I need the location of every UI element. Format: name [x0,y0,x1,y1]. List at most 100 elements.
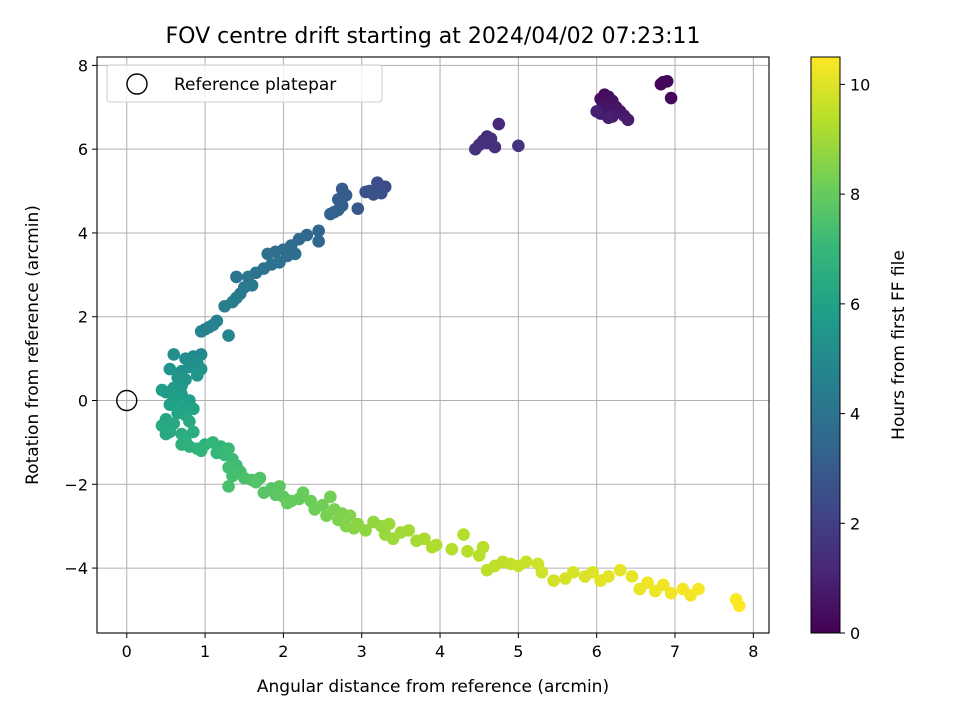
y-tick-label: −4 [64,559,88,578]
x-tick-label: 2 [278,642,288,661]
data-point [312,235,325,248]
data-point [183,415,196,428]
y-tick-label: 4 [78,224,88,243]
data-point [159,427,173,441]
legend-marker-circle-icon [126,73,148,95]
x-tick-label: 7 [670,642,680,661]
data-point [692,582,705,596]
data-point [613,563,627,577]
data-point [654,77,668,91]
data-point [222,480,235,493]
y-tick-label: 0 [78,392,88,411]
data-point [190,369,204,382]
data-point [519,555,533,569]
colorbar-tick-label: 6 [850,295,860,314]
data-point [535,565,549,579]
colorbar-ticks: 0 2 4 6 8 10 [840,75,870,643]
data-point [312,224,325,238]
data-point [222,329,235,342]
x-tick-label: 1 [200,642,210,661]
data-point [296,486,310,499]
data-point [382,517,396,531]
colorbar-tick-label: 8 [850,185,860,204]
data-point [155,383,169,397]
y-tick-label: 8 [78,56,88,75]
data-point [163,362,177,376]
data-point [187,425,200,439]
y-axis-ticks: −4 −2 0 2 4 6 8 [64,56,97,578]
legend-box [106,64,383,103]
data-point [590,105,603,118]
data-point [641,576,654,590]
scatter-points [155,74,746,613]
x-tick-label: 3 [357,642,367,661]
colorbar: 0 2 4 6 8 10 Hours from first FF file [810,56,909,643]
data-point [476,540,490,554]
grid-lines [97,57,769,633]
legend: Reference platepar [106,64,383,103]
data-point [316,498,329,512]
data-point [445,542,459,556]
data-point [602,570,615,583]
data-point [468,142,482,156]
colorbar-rect [810,56,841,634]
colorbar-tick-label: 0 [850,624,860,643]
data-point [625,570,639,583]
plot-frame [96,56,770,634]
data-point [480,136,494,150]
x-axis-ticks: 0 1 2 3 4 5 6 7 8 [122,633,758,661]
y-tick-label: −2 [64,475,88,494]
data-point [621,113,635,127]
x-tick-label: 0 [122,642,132,661]
colorbar-label: Hours from first FF file [889,250,909,440]
chart-title: FOV centre drift starting at 2024/04/02 … [166,24,701,49]
data-point [586,565,600,579]
data-point [230,270,243,284]
y-axis-label: Rotation from reference (arcmin) [23,205,43,485]
data-point [257,486,271,499]
data-point [457,528,470,541]
data-point [167,348,181,361]
data-point [656,578,670,592]
data-point [281,496,294,510]
data-point [359,524,372,537]
data-point [273,480,286,493]
data-point [547,574,560,587]
data-point [343,509,357,523]
data-point [222,442,235,455]
x-tick-label: 4 [435,642,445,661]
data-point [261,247,275,261]
data-point [602,111,615,125]
data-point [512,139,525,153]
y-tick-label: 2 [78,308,88,327]
data-point [664,586,678,600]
reference-marker-layer [116,389,138,412]
data-point [226,469,239,483]
data-point [732,599,746,613]
data-point [402,524,416,537]
x-tick-label: 5 [513,642,523,661]
data-point [359,185,372,199]
data-point [351,202,365,215]
data-point [163,398,177,411]
colorbar-tick-label: 2 [850,514,860,533]
colorbar-tick-label: 10 [850,75,870,94]
reference-platepar-marker [116,389,138,412]
colorbar-tick-label: 4 [850,405,860,424]
data-point [331,203,345,217]
x-tick-label: 8 [748,642,758,661]
legend-label: Reference platepar [174,75,336,95]
x-axis-label: Angular distance from reference (arcmin) [257,677,609,697]
data-point [249,475,263,489]
data-point [288,247,302,261]
data-point [194,444,208,458]
data-point [218,299,231,313]
y-tick-label: 6 [78,140,88,159]
data-point [418,532,431,546]
data-point [492,117,506,131]
data-point [202,320,216,334]
data-point [664,91,678,105]
data-point [566,565,580,579]
x-tick-label: 6 [592,642,602,661]
